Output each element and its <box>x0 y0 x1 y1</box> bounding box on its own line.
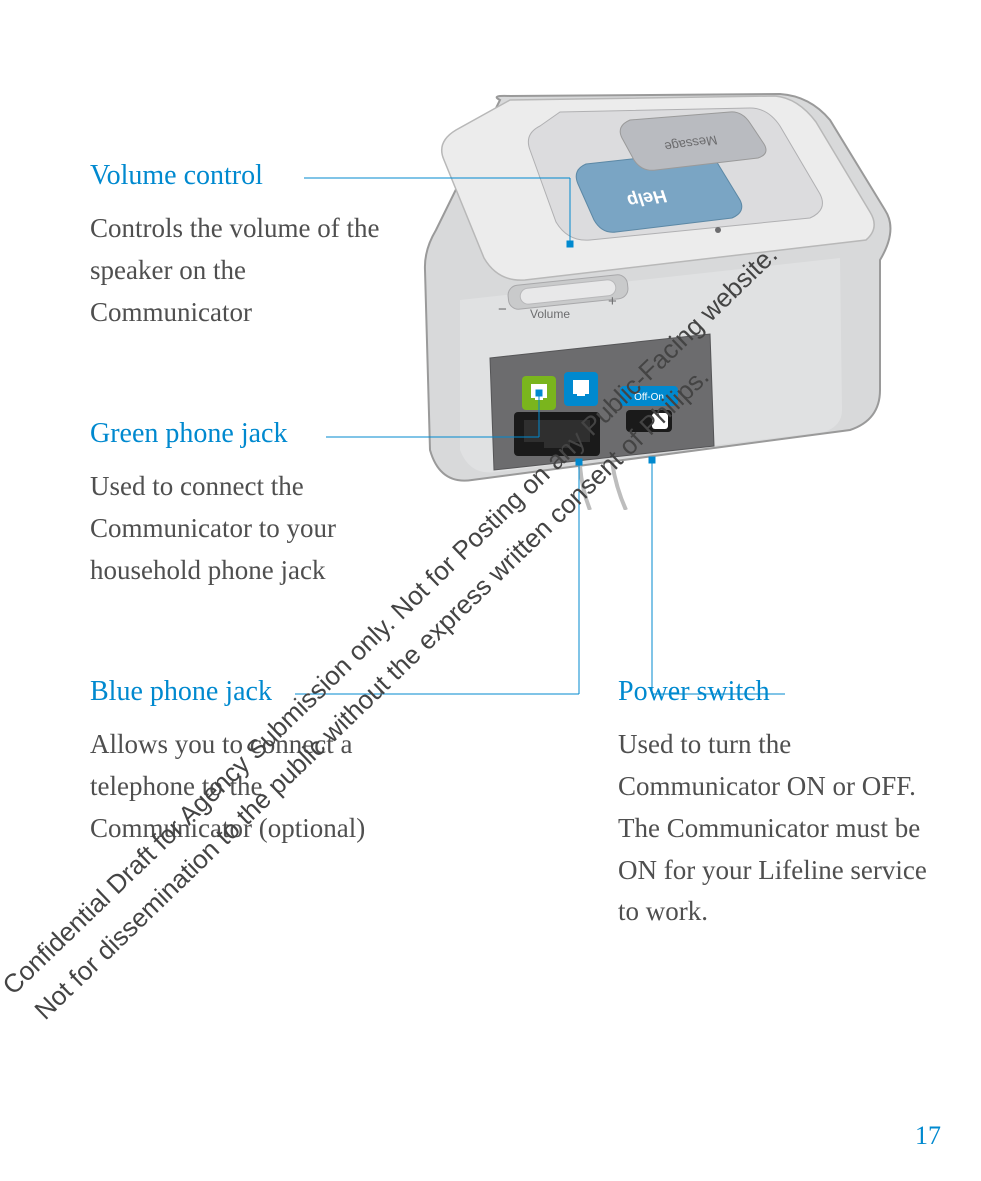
page-number: 17 <box>915 1121 941 1151</box>
green-phone-jack-title: Green phone jack <box>90 418 390 450</box>
power-switch-title: Power switch <box>618 676 938 708</box>
volume-control-title: Volume control <box>90 160 380 192</box>
green-phone-jack-desc: Used to connect the Communicator to your… <box>90 466 390 592</box>
callout-volume-control: Volume control Controls the volume of th… <box>90 160 380 334</box>
callout-power-switch: Power switch Used to turn the Communicat… <box>618 676 938 933</box>
power-switch-desc: Used to turn the Communicator ON or OFF.… <box>618 724 938 933</box>
volume-text-label: Volume <box>530 307 570 321</box>
callout-green-phone-jack: Green phone jack Used to connect the Com… <box>90 418 390 592</box>
volume-minus-label: − <box>498 301 507 318</box>
volume-control-desc: Controls the volume of the speaker on th… <box>90 208 380 334</box>
volume-plus-label: + <box>608 293 617 310</box>
